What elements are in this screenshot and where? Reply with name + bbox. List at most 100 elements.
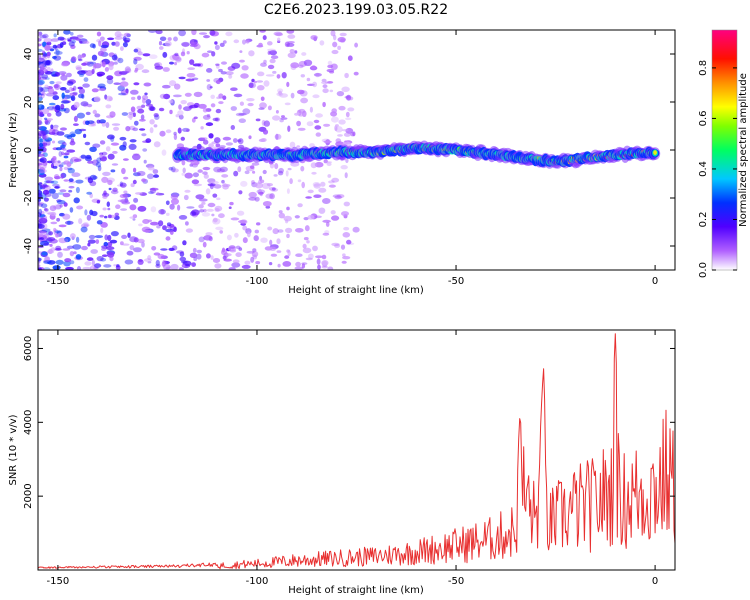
noise-blob <box>248 135 252 140</box>
noise-blob <box>48 105 53 110</box>
noise-blob <box>287 167 292 171</box>
noise-blob <box>113 82 121 85</box>
noise-blob <box>331 49 339 55</box>
noise-blob <box>311 65 316 69</box>
noise-blob <box>251 78 255 83</box>
noise-blob <box>104 215 108 219</box>
noise-blob <box>327 64 334 69</box>
noise-blob <box>239 59 245 63</box>
noise-blob <box>49 102 56 106</box>
noise-blob <box>165 129 172 134</box>
noise-blob <box>87 160 94 164</box>
noise-blob <box>69 131 76 138</box>
noise-blob <box>286 81 290 88</box>
noise-blob <box>345 157 349 163</box>
noise-blob <box>315 255 323 259</box>
chart-title: C2E6.2023.199.03.05.R22 <box>264 2 448 18</box>
noise-blob <box>111 163 119 166</box>
noise-blob <box>185 228 193 233</box>
noise-blob <box>206 84 212 91</box>
noise-blob <box>99 119 106 124</box>
noise-blob <box>241 65 249 71</box>
noise-blob <box>263 59 267 64</box>
noise-blob <box>96 256 104 262</box>
spectrogram-panel: -150 -100 -50 0 -40 -20 0 20 40 Height of strai… <box>8 29 676 296</box>
noise-blob <box>206 208 214 212</box>
noise-blob <box>73 101 80 108</box>
noise-blob <box>55 259 64 265</box>
noise-blob <box>332 41 338 48</box>
noise-blob <box>156 225 161 229</box>
noise-blob <box>46 41 52 46</box>
noise-blob <box>123 190 128 194</box>
noise-blob <box>165 236 171 241</box>
noise-blob <box>195 194 205 200</box>
y-tick-label: 6000 <box>23 336 34 361</box>
noise-blob <box>181 41 190 47</box>
noise-blob <box>346 94 352 101</box>
noise-blob <box>70 95 76 102</box>
noise-blob <box>107 153 115 160</box>
noise-blob <box>153 113 159 118</box>
noise-blob <box>337 134 343 137</box>
noise-blob <box>101 192 110 197</box>
noise-blob <box>38 230 48 234</box>
noise-blob <box>38 257 42 262</box>
noise-blob <box>192 247 197 253</box>
noise-blob <box>38 43 42 47</box>
noise-blob <box>121 77 126 81</box>
noise-blob <box>330 63 338 70</box>
noise-blob <box>277 37 281 43</box>
spectrogram-y-ticks: -40 -20 0 20 40 <box>23 48 675 254</box>
noise-blob <box>228 206 232 209</box>
noise-blob <box>119 81 129 87</box>
noise-blob <box>240 219 248 225</box>
noise-blob <box>63 166 69 171</box>
noise-blob <box>41 228 51 232</box>
noise-blob <box>298 108 306 114</box>
noise-blob <box>274 133 282 140</box>
noise-blob <box>207 183 216 187</box>
noise-blob <box>142 53 151 57</box>
noise-blob <box>275 110 279 114</box>
noise-blob <box>289 49 295 54</box>
noise-blob <box>65 266 74 270</box>
noise-blob <box>57 160 61 164</box>
noise-blob <box>122 141 127 148</box>
noise-blob <box>319 40 325 46</box>
noise-blob <box>38 264 41 268</box>
noise-blob <box>133 197 139 203</box>
noise-blob <box>79 128 87 132</box>
noise-blob <box>286 249 290 253</box>
noise-blob <box>94 235 103 239</box>
noise-blob <box>128 143 137 150</box>
noise-blob <box>50 180 59 185</box>
noise-blob <box>343 226 350 231</box>
noise-blob <box>41 74 49 79</box>
noise-blob <box>267 226 273 231</box>
noise-blob <box>91 54 98 61</box>
noise-blob <box>51 157 57 164</box>
noise-blob <box>222 136 232 141</box>
noise-blob <box>147 166 155 171</box>
noise-blob <box>109 111 116 118</box>
noise-blob <box>235 245 241 250</box>
noise-blob <box>55 104 61 111</box>
noise-blob <box>286 206 290 211</box>
noise-blob <box>186 129 190 132</box>
noise-blob <box>302 243 307 249</box>
noise-blob <box>331 177 340 183</box>
noise-blob <box>107 214 112 219</box>
noise-blob <box>341 86 350 93</box>
noise-blob <box>82 83 90 88</box>
noise-blob <box>203 235 213 241</box>
noise-blob <box>107 134 115 140</box>
noise-blob <box>340 244 346 250</box>
noise-blob <box>166 212 170 216</box>
noise-blob <box>202 171 208 175</box>
noise-blob <box>38 136 42 144</box>
noise-blob <box>327 266 334 270</box>
noise-blob <box>68 189 73 193</box>
noise-blob <box>344 72 349 79</box>
noise-blob <box>133 247 142 253</box>
